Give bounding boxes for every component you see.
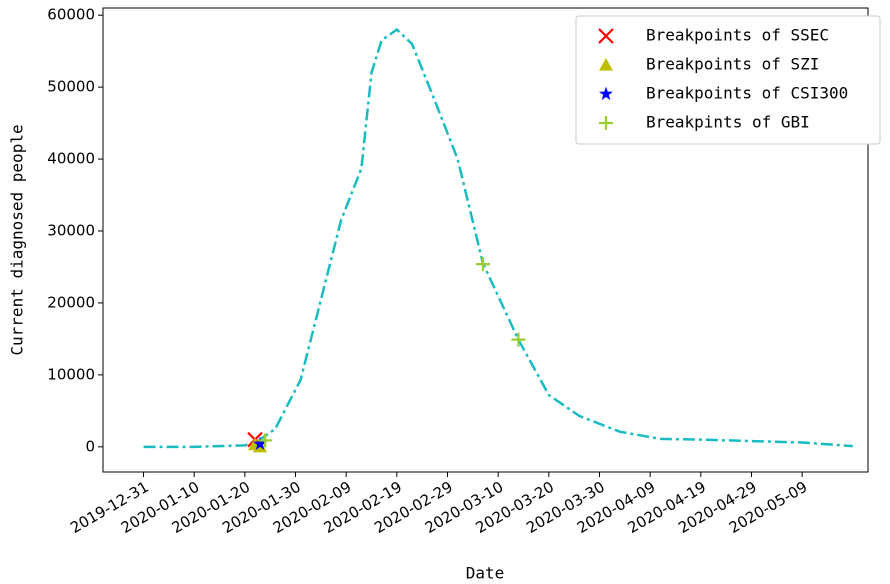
- legend-label: Breakpoints of CSI300: [646, 84, 848, 103]
- breakpoint-marker: [511, 332, 526, 347]
- legend-marker: [599, 58, 613, 71]
- x-axis-label: Date: [466, 564, 505, 583]
- legend-marker: [599, 116, 613, 130]
- y-tick-label: 60000: [47, 6, 95, 24]
- legend-marker: [599, 86, 613, 100]
- breakpoint-marker: [258, 433, 273, 448]
- y-tick-label: 30000: [47, 222, 95, 240]
- y-axis-label: Current diagnosed people: [8, 124, 27, 355]
- y-tick-label: 0: [85, 437, 95, 455]
- breakpoint-marker: [475, 257, 490, 272]
- y-tick-label: 50000: [47, 78, 95, 96]
- legend-label: Breakpints of GBI: [646, 113, 810, 132]
- legend-box: [575, 15, 881, 145]
- legend-label: Breakpoints of SSEC: [646, 26, 829, 45]
- plot-frame: [102, 7, 869, 473]
- data-line: [143, 27, 853, 449]
- legend-marker: [598, 28, 614, 44]
- legend-label: Breakpoints of SZI: [646, 55, 819, 74]
- y-tick-label: 20000: [47, 293, 95, 311]
- breakpoint-marker: [253, 436, 268, 450]
- y-tick-label: 10000: [47, 365, 95, 383]
- y-tick-label: 40000: [47, 150, 95, 168]
